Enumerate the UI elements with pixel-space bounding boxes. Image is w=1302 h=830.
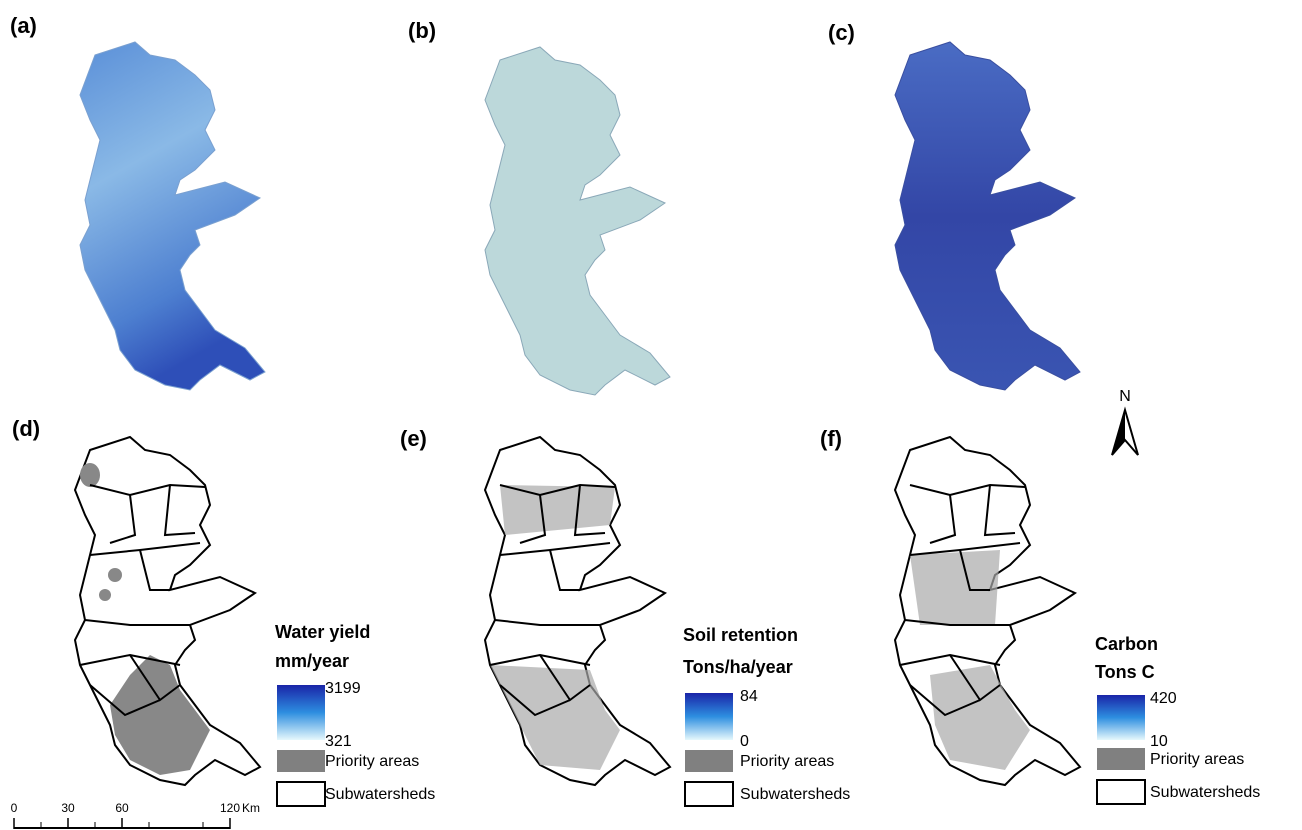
legend-unit: mm/year	[275, 651, 349, 671]
legend-gradient	[1097, 695, 1145, 740]
legend-max: 84	[740, 688, 758, 705]
panel-label: (a)	[10, 13, 37, 38]
panel-label: (c)	[828, 20, 855, 45]
panel-label: (d)	[12, 416, 40, 441]
legend-title: Water yield	[275, 622, 370, 642]
legend-max: 3199	[325, 680, 361, 697]
legend-min: 0	[740, 733, 749, 750]
legend-gradient	[277, 685, 325, 740]
priority-map-d	[74, 436, 261, 786]
legend-unit: Tons C	[1095, 662, 1155, 682]
maps	[74, 41, 1081, 786]
subwatershed-label: Subwatersheds	[325, 786, 435, 803]
panel-label: (f)	[820, 426, 842, 451]
legend-title: Carbon	[1095, 634, 1158, 654]
soil-retention-map	[484, 46, 671, 396]
priority-map-f	[894, 436, 1081, 786]
priority-label: Priority areas	[740, 753, 834, 770]
subwatershed-swatch	[1096, 779, 1146, 805]
carbon-map	[894, 41, 1081, 391]
priority-swatch	[1097, 748, 1145, 770]
subwatershed-label: Subwatersheds	[1150, 784, 1260, 801]
legend-min: 321	[325, 733, 352, 750]
subwatershed-swatch	[276, 781, 326, 807]
north-label: N	[1119, 388, 1131, 405]
legend-unit: Tons/ha/year	[683, 657, 793, 677]
scale-unit: Km	[242, 801, 260, 815]
priority-label: Priority areas	[325, 753, 419, 770]
priority-swatch	[685, 750, 733, 772]
legend-min: 10	[1150, 733, 1168, 750]
subwatershed-swatch	[684, 781, 734, 807]
legend-gradient	[685, 693, 733, 740]
legend-max: 420	[1150, 690, 1177, 707]
north-arrow: N	[1111, 388, 1139, 456]
scale-tick-label: 30	[61, 801, 75, 815]
priority-map-e	[484, 436, 671, 786]
panel-label: (e)	[400, 426, 427, 451]
scale-tick-label: 0	[11, 801, 18, 815]
legend-title: Soil retention	[683, 625, 798, 645]
subwatershed-label: Subwatersheds	[740, 786, 850, 803]
water-yield-map	[79, 41, 266, 391]
panel-label: (b)	[408, 18, 436, 43]
scale-tick-label: 60	[115, 801, 129, 815]
scale-tick-label: 120	[220, 801, 240, 815]
priority-swatch	[277, 750, 325, 772]
priority-label: Priority areas	[1150, 751, 1244, 768]
